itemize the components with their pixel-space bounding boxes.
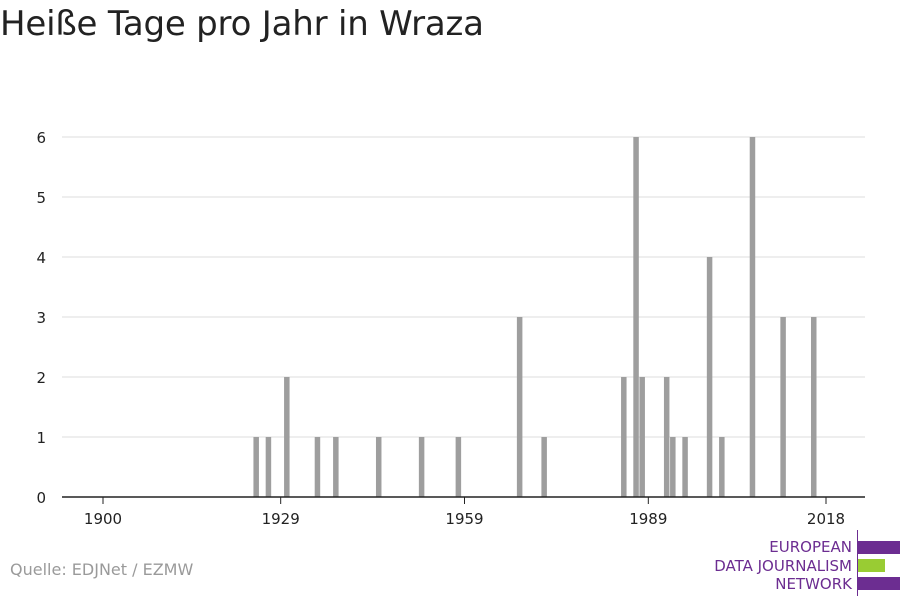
bar <box>541 437 547 497</box>
y-axis-ticks: 0 1 2 3 4 5 6 <box>36 129 46 507</box>
x-tick-label: 1989 <box>629 510 667 528</box>
bar <box>516 317 523 497</box>
bar <box>682 437 688 497</box>
y-tick-label: 5 <box>36 189 46 207</box>
bar <box>284 377 290 497</box>
bar <box>780 317 786 497</box>
bar <box>375 437 382 497</box>
logo-line-european: EUROPEAN <box>769 538 852 556</box>
bar <box>719 437 725 497</box>
logo-line-network: NETWORK <box>775 575 852 593</box>
bar <box>314 437 321 497</box>
bar <box>706 257 713 497</box>
chart-title: Heiße Tage pro Jahr in Wraza <box>0 4 484 44</box>
bar <box>810 317 817 497</box>
bar <box>633 137 639 497</box>
y-tick-label: 4 <box>36 249 46 267</box>
y-tick-label: 3 <box>36 309 46 327</box>
y-tick-label: 1 <box>36 429 46 447</box>
y-tick-label: 2 <box>36 369 46 387</box>
x-axis-ticks: 1900 1929 1959 1989 2018 <box>84 497 845 528</box>
logo-bar-top <box>858 541 900 554</box>
bar <box>621 377 627 497</box>
bar <box>333 437 339 497</box>
edjnet-logo: EUROPEAN DATA JOURNALISM NETWORK <box>700 530 900 596</box>
x-tick-label: 1900 <box>84 510 122 528</box>
bar <box>639 377 645 497</box>
x-tick-label: 2018 <box>807 510 845 528</box>
bar <box>670 437 676 497</box>
logo-line-data-journalism: DATA JOURNALISM <box>714 557 852 575</box>
logo-rule <box>857 530 858 596</box>
source-note: Quelle: EDJNet / EZMW <box>10 560 194 579</box>
bar <box>455 437 462 497</box>
bar <box>253 437 259 497</box>
bar <box>418 437 425 497</box>
y-tick-label: 0 <box>36 489 46 507</box>
bar <box>663 377 670 497</box>
bars <box>253 137 817 497</box>
logo-bar-middle <box>858 559 885 572</box>
logo-bar-bottom <box>858 577 900 590</box>
x-tick-label: 1929 <box>262 510 300 528</box>
y-tick-label: 6 <box>36 129 46 147</box>
x-tick-label: 1959 <box>445 510 483 528</box>
bar <box>749 137 756 497</box>
grid-lines <box>62 136 865 438</box>
bar <box>265 437 272 497</box>
